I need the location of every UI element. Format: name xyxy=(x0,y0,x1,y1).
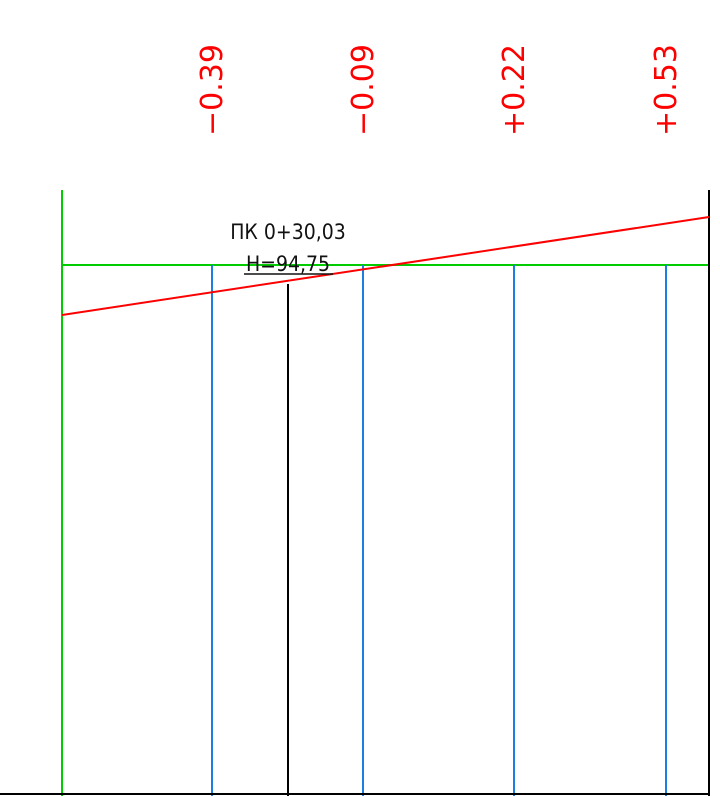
elevation-difference-label: −0.09 xyxy=(346,44,381,136)
elevation-difference-label: −0.39 xyxy=(195,44,230,136)
elevation-difference-label: +0.22 xyxy=(497,44,532,136)
picket-label: ПК 0+30,03 xyxy=(230,220,346,244)
elevation-label: H=94,75 xyxy=(246,252,330,276)
design-grade-line xyxy=(61,216,710,316)
elevation-difference-label: +0.53 xyxy=(649,44,684,136)
